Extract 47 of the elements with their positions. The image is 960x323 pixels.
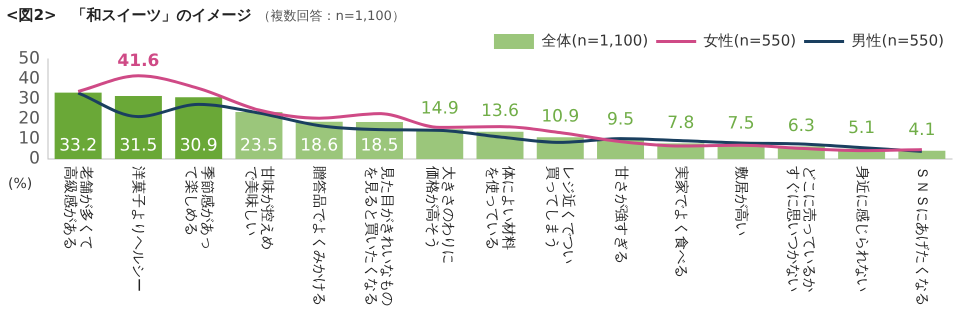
data-label: 33.2	[59, 135, 98, 156]
data-label: 14.9	[420, 98, 459, 119]
x-tick-label: 贈答品でよくみかける	[311, 166, 328, 306]
data-label: 4.1	[908, 120, 936, 140]
x-tick-label: どこに売っているかすぐに思いつかない	[785, 166, 818, 292]
data-label: 18.6	[300, 135, 338, 156]
x-tick-label: レジ近くでつい買ってしまう	[544, 166, 576, 264]
chart-subtitle: （複数回答：n=1,100）	[258, 9, 405, 24]
y-axis-title: (%)	[8, 176, 32, 192]
legend-label: 女性(n=550)	[704, 31, 796, 50]
data-label: 5.1	[848, 118, 876, 138]
bar	[416, 129, 464, 159]
y-tick-label: 0	[29, 148, 40, 168]
data-label: 30.9	[180, 135, 218, 156]
data-label: 10.9	[541, 106, 580, 127]
x-tick-label: 実家でよく食べる	[672, 166, 689, 278]
bar	[54, 92, 102, 159]
x-tick-label: 洋菓子よりヘルシー	[130, 166, 146, 292]
data-label: 7.8	[667, 112, 694, 133]
data-label: 18.5	[360, 135, 398, 156]
x-tick-label: 甘さが強すぎる	[612, 166, 629, 264]
bar	[114, 96, 162, 159]
data-label: 6.3	[788, 116, 815, 136]
x-tick-label: 甘味が控えめで美味しい	[242, 166, 275, 250]
legend-label: 男性(n=550)	[852, 31, 944, 50]
y-tick-label: 30	[18, 88, 40, 108]
x-tick-label: 老舗が多くて高級感がある	[62, 166, 94, 250]
y-tick-label: 10	[18, 128, 40, 148]
x-tick-label: 敷居が高い	[733, 166, 750, 236]
data-label: 7.5	[728, 113, 755, 134]
data-label: 31.5	[119, 135, 158, 156]
x-tick-label: 見た目がきれいなものを見ると買いたくなる	[363, 166, 396, 306]
data-label: 41.6	[117, 51, 160, 72]
y-tick-label: 50	[18, 48, 40, 68]
y-tick-label: 20	[18, 108, 40, 128]
y-tick-label: 40	[18, 68, 40, 88]
data-label: 23.5	[240, 135, 278, 156]
x-tick-label: 大きさのわりに価格が高そう	[424, 166, 456, 264]
x-tick-label: 季節感があって楽しめる	[182, 166, 215, 250]
bar	[898, 150, 946, 159]
data-label: 9.5	[607, 109, 634, 130]
data-label: 13.6	[481, 101, 519, 122]
legend-label: 全体(n=1,100)	[541, 31, 648, 50]
x-tick-label: 身近に感じられない	[854, 166, 870, 292]
x-tick-label: ＳＮＳにあげたくなる	[914, 166, 930, 306]
x-tick-label: 体によい材料を使っている	[484, 166, 516, 250]
chart-title: <図2> 「和スイーツ」のイメージ	[6, 6, 252, 24]
